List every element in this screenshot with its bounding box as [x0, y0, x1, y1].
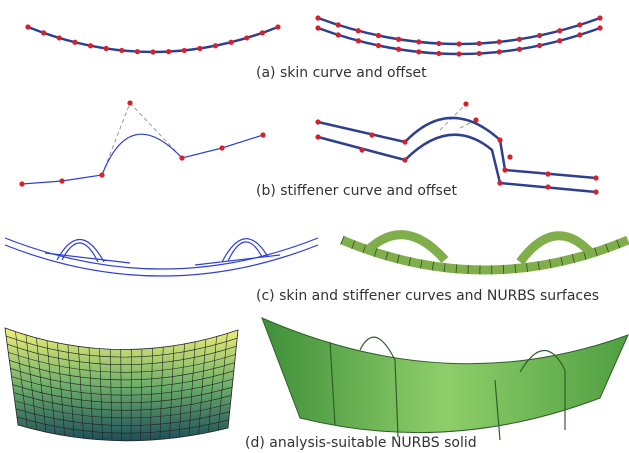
control-point — [103, 45, 109, 52]
control-point — [536, 32, 543, 39]
control-point — [119, 47, 125, 54]
control-point — [335, 32, 341, 38]
control-point — [359, 147, 365, 153]
control-point — [315, 15, 321, 21]
control-point — [597, 25, 603, 31]
control-points — [19, 15, 603, 195]
control-point — [355, 38, 361, 44]
control-point — [416, 49, 422, 55]
caption: (a) skin curve and offset — [256, 65, 427, 81]
control-point — [545, 171, 551, 177]
control-point — [315, 25, 321, 31]
control-point — [375, 32, 382, 39]
grid-line — [16, 416, 229, 434]
nurbs-surface — [340, 235, 629, 275]
control-point — [166, 49, 172, 55]
nurbs-solid — [261, 317, 629, 434]
control-point — [496, 49, 502, 55]
grid-line — [12, 384, 233, 404]
skin-curve — [27, 25, 279, 54]
control-point — [315, 134, 321, 140]
caption: (c) skin and stiffener curves and NURBS … — [256, 288, 599, 304]
control-point — [476, 40, 482, 47]
control-point — [402, 157, 408, 163]
control-point — [502, 167, 508, 173]
control-point — [496, 39, 502, 45]
control-point — [134, 49, 140, 55]
control-point — [402, 139, 408, 145]
control-point — [355, 28, 361, 34]
control-point — [59, 178, 65, 184]
control-point — [516, 36, 523, 42]
solid-ribs — [329, 336, 566, 441]
control-point — [260, 132, 266, 138]
control-point — [87, 43, 94, 49]
control-point — [369, 132, 375, 138]
control-point — [536, 42, 543, 49]
control-point — [25, 24, 31, 30]
control-point — [212, 43, 219, 49]
stiffener-curve — [21, 133, 264, 185]
control-point — [244, 35, 250, 41]
grid-line — [9, 360, 235, 381]
control-point — [436, 40, 442, 47]
mesh-grid — [5, 331, 238, 441]
control-point — [179, 155, 185, 161]
control-point — [335, 22, 341, 28]
control-point — [72, 39, 78, 45]
control-point — [259, 30, 265, 36]
control-point — [181, 47, 187, 54]
control-point — [545, 184, 551, 190]
control-point — [275, 24, 281, 30]
control-point — [456, 51, 462, 57]
nurbs-stiffener — [364, 230, 594, 265]
control-point — [127, 100, 133, 106]
caption: (b) stiffener curve and offset — [256, 183, 457, 199]
control-point — [395, 36, 402, 42]
control-point — [577, 32, 583, 38]
control-point — [497, 180, 503, 186]
control-point — [473, 117, 479, 123]
control-point — [315, 119, 321, 125]
control-point — [219, 145, 225, 151]
control-point — [56, 35, 62, 41]
grid-line — [13, 392, 232, 411]
control-point — [416, 39, 422, 45]
control-point — [507, 154, 513, 160]
control-point — [19, 181, 25, 187]
control-point — [99, 172, 105, 178]
skin-curves — [4, 237, 319, 277]
grid-line — [11, 376, 234, 396]
control-point — [557, 28, 563, 34]
grid-line — [10, 368, 234, 388]
control-point — [476, 50, 482, 57]
control-point — [597, 15, 603, 21]
control-point — [456, 41, 462, 47]
grid-line — [8, 351, 236, 373]
control-point — [228, 39, 234, 45]
control-point — [497, 137, 503, 143]
grid-line — [7, 343, 237, 366]
control-point — [577, 22, 583, 28]
grid-line — [5, 335, 238, 358]
grid-line — [15, 408, 230, 426]
control-point — [557, 38, 563, 44]
control-point — [197, 45, 203, 52]
control-point — [593, 175, 599, 181]
control-point — [395, 46, 402, 52]
grid-line — [14, 400, 231, 419]
control-point — [41, 30, 47, 36]
control-point — [516, 46, 523, 52]
control-polygon — [101, 102, 183, 176]
caption: (d) analysis-suitable NURBS solid — [245, 435, 477, 451]
control-point — [593, 189, 599, 195]
stiffener-offset — [317, 133, 597, 194]
stiffener-curves — [44, 238, 281, 266]
control-point — [375, 42, 382, 49]
control-point — [150, 49, 156, 55]
control-point — [463, 101, 469, 107]
control-point — [436, 50, 442, 57]
